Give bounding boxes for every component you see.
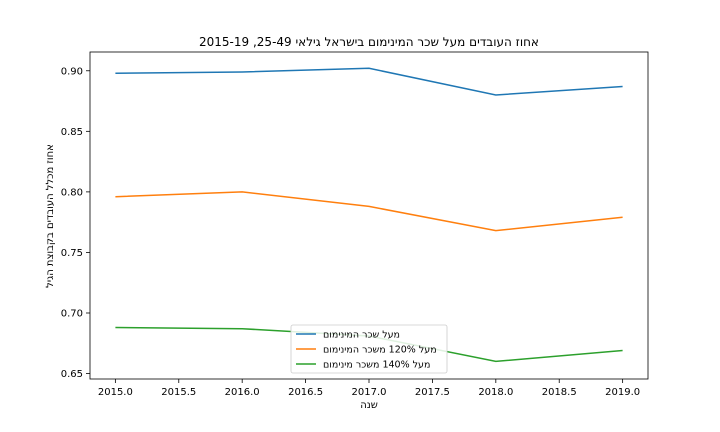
x-tick-label: 2015.5 <box>161 387 196 398</box>
x-tick-label: 2018.0 <box>478 387 513 398</box>
legend-entry: מעל 140% משכר מינימום <box>323 360 430 371</box>
legend: מעל שכר המינימום מעל 120% משכר המינימום מע… <box>290 324 448 374</box>
y-tick-label: 0.70 <box>61 308 83 319</box>
y-tick-label: 0.80 <box>61 187 83 198</box>
x-tick-label: 2017.5 <box>415 387 450 398</box>
x-tick-label: 2018.5 <box>542 387 577 398</box>
y-tick-label: 0.90 <box>61 66 83 77</box>
legend-entry: מעל 120% משכר המינימום <box>323 345 437 356</box>
x-tick-label: 2019.0 <box>605 387 640 398</box>
x-axis-label: שנה <box>360 400 378 411</box>
chart-title: אחוז העובדים מעל שכר המינימום בישראל גיל… <box>199 35 539 49</box>
x-tick-label: 2015.0 <box>98 387 133 398</box>
series-line-1 <box>115 67 623 96</box>
y-axis-label: אחוז מכלל העובדים בקבוצת הגיל <box>45 144 56 288</box>
x-tick-label: 2016.0 <box>225 387 260 398</box>
series-line-2 <box>115 191 623 232</box>
legend-entry: מעל שכר המינימום <box>323 330 400 341</box>
y-axis: 0.65 0.70 0.75 0.80 0.85 0.90 <box>61 66 90 380</box>
y-tick-label: 0.85 <box>61 127 83 138</box>
legend-box <box>290 324 448 374</box>
x-tick-label: 2016.5 <box>288 387 323 398</box>
plot-area <box>89 51 649 380</box>
x-axis: 2015.0 2015.5 2016.0 2016.5 2017.0 2017.5 2018… <box>98 379 640 398</box>
x-tick-label: 2017.0 <box>352 387 387 398</box>
y-tick-label: 0.65 <box>61 369 83 380</box>
y-tick-label: 0.75 <box>61 248 83 259</box>
